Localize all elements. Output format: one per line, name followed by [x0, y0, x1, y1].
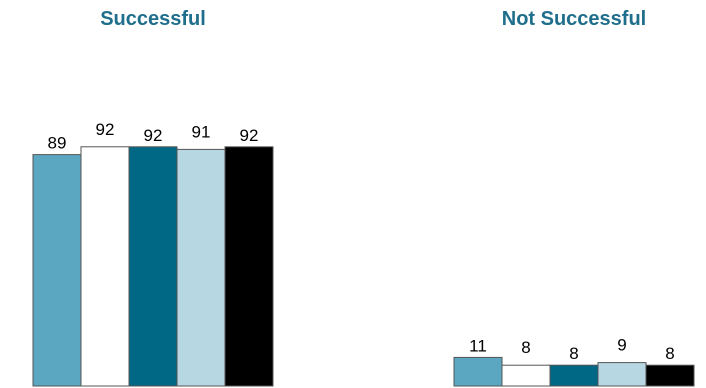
bar-successful-5 [224, 146, 274, 387]
data-label: 89 [48, 134, 67, 153]
bar-successful-3 [128, 146, 178, 387]
bar-successful-2 [80, 146, 130, 387]
data-label: 92 [96, 120, 115, 139]
data-label: 8 [665, 344, 674, 363]
data-label: 92 [144, 126, 163, 145]
bar-not-successful-5 [645, 364, 695, 387]
data-label: 11 [469, 336, 487, 355]
bar-not-successful-1 [453, 356, 503, 387]
bar-not-successful-3 [549, 364, 599, 387]
data-label: 8 [521, 338, 530, 357]
data-label: 91 [192, 122, 211, 141]
data-label: 9 [617, 336, 626, 355]
data-label: 92 [240, 126, 259, 145]
bar-successful-1 [32, 154, 82, 387]
group-title-not-successful: Not Successful [501, 8, 647, 30]
bar-not-successful-2 [501, 364, 551, 387]
bar-not-successful-4 [597, 362, 647, 387]
bar-successful-4 [176, 148, 226, 387]
group-title-successful: Successful [100, 8, 206, 30]
data-label: 8 [569, 344, 578, 363]
